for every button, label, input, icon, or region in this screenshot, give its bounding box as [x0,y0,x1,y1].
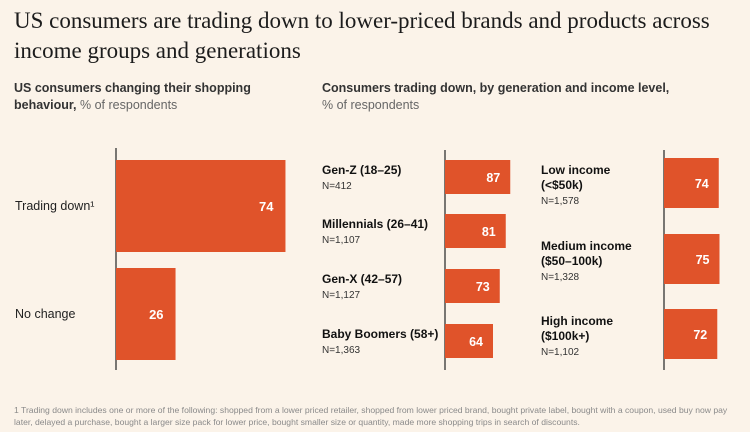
category-label: Gen-Z (18–25) [322,163,401,177]
sample-size-label: N=412 [322,181,352,192]
left-subtitle-unit: % of respondents [80,98,178,112]
left-subtitle: US consumers changing their shopping beh… [14,80,284,114]
bar [116,160,286,252]
sample-size-label: N=1,328 [541,272,580,283]
left-subtitle-bold: US consumers changing their shopping beh… [14,81,251,112]
bar-value-label: 64 [469,335,483,349]
category-label: (<$50k) [541,178,583,192]
bar-value-label: 81 [482,225,496,239]
bar-value-label: 73 [476,280,490,294]
sample-size-label: N=1,107 [322,235,361,246]
footnote: 1 Trading down includes one or more of t… [14,405,728,427]
bar [445,160,511,194]
bar [664,158,719,208]
bar-value-label: 26 [149,307,163,322]
bar-value-label: 74 [695,177,709,191]
category-label: High income [541,314,613,328]
category-label: Trading down¹ [15,199,94,213]
right-subtitle-unit: % of respondents [322,98,420,112]
bar-value-label: 74 [259,199,274,214]
bar [664,234,720,284]
sample-size-label: N=1,363 [322,345,361,356]
bar [445,214,506,248]
chart-title: US consumers are trading down to lower-p… [14,8,710,63]
bar-value-label: 75 [696,253,710,267]
category-label: No change [15,307,76,321]
right-subtitle-bold: Consumers trading down, by generation an… [322,81,670,95]
sample-size-label: N=1,127 [322,290,361,301]
category-label: Millennials (26–41) [322,217,428,231]
category-label: ($50–100k) [541,254,602,268]
category-label: Medium income [541,239,632,253]
sample-size-label: N=1,578 [541,196,580,207]
bar [664,309,718,359]
bar [116,268,176,360]
bar-value-label: 87 [486,171,500,185]
category-label: ($100k+) [541,329,589,343]
category-label: Low income [541,163,611,177]
bar-value-label: 72 [693,328,707,342]
bar [445,269,500,303]
category-label: Gen-X (42–57) [322,272,402,286]
right-subtitle: Consumers trading down, by generation an… [322,80,722,114]
category-label: Baby Boomers (58+) [322,327,438,341]
sample-size-label: N=1,102 [541,347,580,358]
bar [445,324,493,358]
